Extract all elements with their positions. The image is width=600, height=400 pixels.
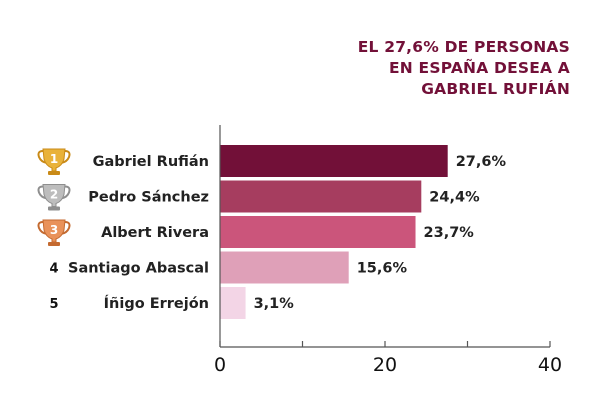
silver-trophy-icon: 2 (37, 184, 71, 211)
category-label: Santiago Abascal (68, 261, 209, 277)
value-label: 27,6% (456, 154, 507, 170)
value-label: 23,7% (424, 225, 475, 241)
bar (220, 251, 349, 284)
rank-number: 1 (50, 152, 58, 166)
chart-title-line: EL 27,6% DE PERSONAS (357, 38, 570, 56)
category-label: Íñigo Errejón (104, 295, 209, 312)
x-tick-label: 0 (214, 354, 226, 376)
category-label: Albert Rivera (101, 225, 209, 241)
x-tick-label: 20 (373, 354, 397, 376)
bar (220, 180, 422, 213)
value-label: 15,6% (357, 261, 408, 277)
value-label: 3,1% (254, 296, 295, 312)
value-label: 24,4% (429, 190, 480, 206)
category-label: Pedro Sánchez (88, 190, 209, 206)
chart-title-line: GABRIEL RUFIÁN (421, 80, 570, 98)
chart-title-line: EN ESPAÑA DESEA A (389, 59, 570, 77)
category-label: Gabriel Rufián (93, 154, 209, 170)
rank-number: 4 (49, 262, 58, 277)
gold-trophy-icon: 1 (37, 148, 71, 175)
bronze-trophy-icon: 3 (37, 219, 71, 246)
bar (220, 287, 246, 319)
x-tick-label: 40 (538, 354, 562, 376)
bar (220, 145, 448, 177)
rank-number: 5 (49, 297, 58, 312)
bar (220, 216, 416, 248)
chart-title: EL 27,6% DE PERSONAS EN ESPAÑA DESEA A G… (270, 37, 570, 100)
rank-number: 3 (50, 223, 58, 237)
rank-number: 2 (50, 188, 58, 202)
